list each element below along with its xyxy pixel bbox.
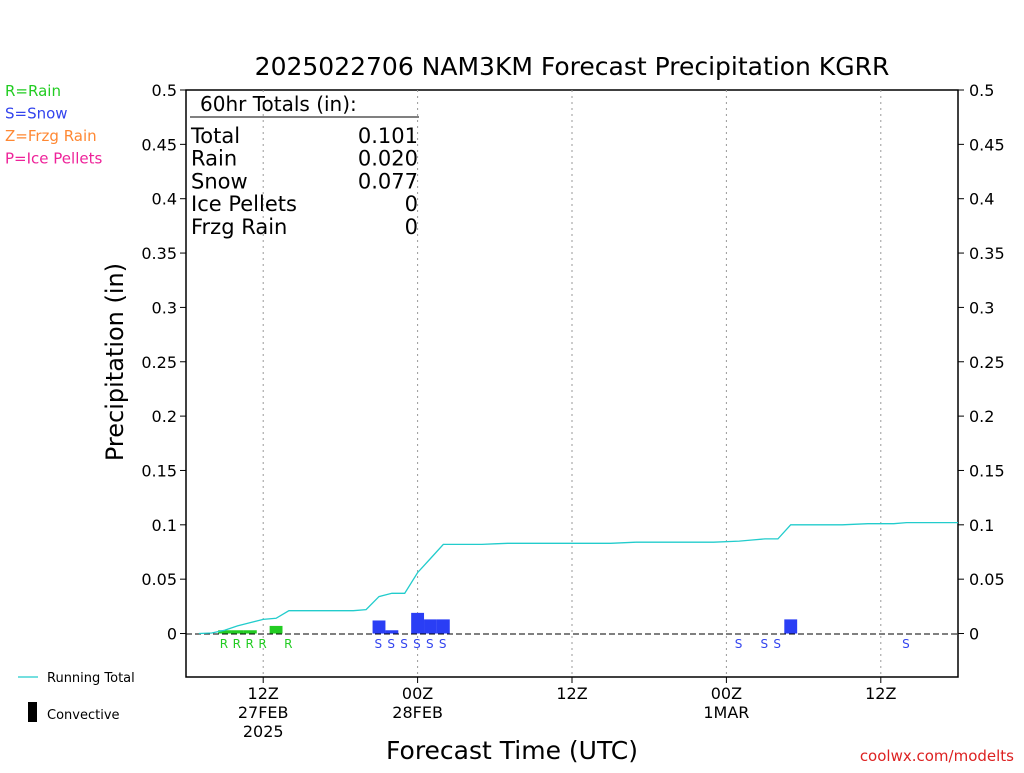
totals-row-label: Ice Pellets (191, 192, 297, 216)
bar-rain (243, 630, 257, 634)
y-tick-label-left: 0.2 (152, 407, 177, 426)
x-tick-label: 27FEB (238, 703, 289, 722)
totals-row-label: Total (190, 124, 240, 148)
y-tick-label-right: 0.25 (969, 353, 1005, 372)
totals-row-value: 0 (405, 215, 418, 239)
type-marker: S (761, 637, 769, 651)
totals-row-label: Rain (191, 147, 237, 171)
bar-snow (411, 612, 425, 634)
x-tick-label: 00Z (402, 684, 433, 703)
y-tick-label-right: 0.15 (969, 461, 1005, 480)
vertical-gridlines (262, 90, 882, 677)
bar-rain (269, 625, 283, 634)
type-marker: R (233, 637, 241, 651)
y-tick-label-left: 0 (167, 625, 177, 644)
y-tick-label-left: 0.45 (141, 135, 177, 154)
x-tick-label: 2025 (243, 722, 284, 741)
x-axis-label: Forecast Time (UTC) (386, 736, 638, 765)
credit-link[interactable]: coolwx.com/modelts (860, 747, 1014, 765)
type-marker: S (387, 637, 395, 651)
y-tick-label-left: 0.25 (141, 353, 177, 372)
running-total-line (198, 521, 958, 635)
totals-row-label: Frzg Rain (191, 215, 287, 239)
y-tick-label-left: 0.05 (141, 570, 177, 589)
totals-row-label: Snow (191, 169, 248, 193)
precip-bars (218, 612, 798, 634)
totals-box: 60hr Totals (in): Total 0.101 Rain 0.020 Snow… (190, 92, 419, 239)
type-marker: S (439, 637, 447, 651)
x-tick-label: 00Z (711, 684, 742, 703)
type-marker: S (773, 637, 781, 651)
y-axis-label: Precipitation (in) (101, 263, 129, 461)
legend-type-1: S=Snow (5, 105, 68, 123)
y-tick-label-left: 0.4 (152, 190, 177, 209)
bottom-legend: Running Total Convective (18, 671, 135, 723)
y-tick-label-right: 0.2 (969, 407, 994, 426)
bar-rain (231, 630, 244, 634)
y-axis-right: 0 0.05 0.1 0.15 0.2 0.25 0.3 0.35 0.4 0.45 0.5 (958, 81, 1005, 644)
x-tick-label: 12Z (556, 684, 587, 703)
type-marker: S (400, 637, 408, 651)
y-axis-left: 0 0.05 0.1 0.15 0.2 0.25 0.3 0.35 0.4 0.45 0.5 (141, 81, 186, 644)
y-tick-label-right: 0.35 (969, 244, 1005, 263)
y-tick-label-left: 0.15 (141, 461, 177, 480)
legend-type-3: P=Ice Pellets (5, 150, 102, 168)
bar-snow (436, 619, 450, 634)
convective-legend-swatch (28, 702, 37, 722)
y-tick-label-right: 0.1 (969, 516, 994, 535)
type-marker: S (426, 637, 434, 651)
chart-title: 2025022706 NAM3KM Forecast Precipitation… (255, 52, 890, 81)
y-tick-label-left: 0.5 (152, 81, 177, 100)
totals-row-value: 0.020 (358, 147, 418, 171)
type-marker: S (902, 637, 910, 651)
legend-type-2: Z=Frzg Rain (5, 127, 97, 145)
type-marker: R (246, 637, 254, 651)
y-tick-label-right: 0.45 (969, 135, 1005, 154)
x-tick-label: 12Z (865, 684, 896, 703)
bar-rain (218, 630, 232, 634)
y-tick-label-left: 0.35 (141, 244, 177, 263)
legend-type-0: R=Rain (5, 82, 61, 100)
totals-row-value: 0.101 (358, 124, 418, 148)
running-total-legend-label: Running Total (47, 671, 135, 686)
y-tick-label-right: 0.05 (969, 570, 1005, 589)
y-tick-label-right: 0.4 (969, 190, 994, 209)
totals-row-value: 0.077 (358, 169, 418, 193)
totals-row-value: 0 (405, 192, 418, 216)
x-tick-label: 12Z (248, 684, 279, 703)
y-tick-label-right: 0.3 (969, 298, 994, 317)
y-tick-label-right: 0.5 (969, 81, 994, 100)
type-marker: S (413, 637, 421, 651)
bar-snow (385, 630, 399, 634)
totals-header: 60hr Totals (in): (200, 92, 357, 116)
type-marker: S (375, 637, 383, 651)
y-tick-label-left: 0.3 (152, 298, 177, 317)
type-marker: S (735, 637, 743, 651)
bar-snow (372, 620, 386, 634)
bar-snow (784, 619, 798, 634)
type-marker: R (284, 637, 292, 651)
type-marker: R (220, 637, 228, 651)
convective-legend-label: Convective (47, 708, 120, 723)
x-tick-label: 1MAR (703, 703, 749, 722)
x-tick-label: 28FEB (392, 703, 443, 722)
precip-type-legend: R=Rain S=Snow Z=Frzg Rain P=Ice Pellets (5, 82, 102, 168)
type-marker: R (258, 637, 266, 651)
bar-snow (424, 619, 437, 634)
y-tick-label-left: 0.1 (152, 516, 177, 535)
y-tick-label-right: 0 (969, 625, 979, 644)
